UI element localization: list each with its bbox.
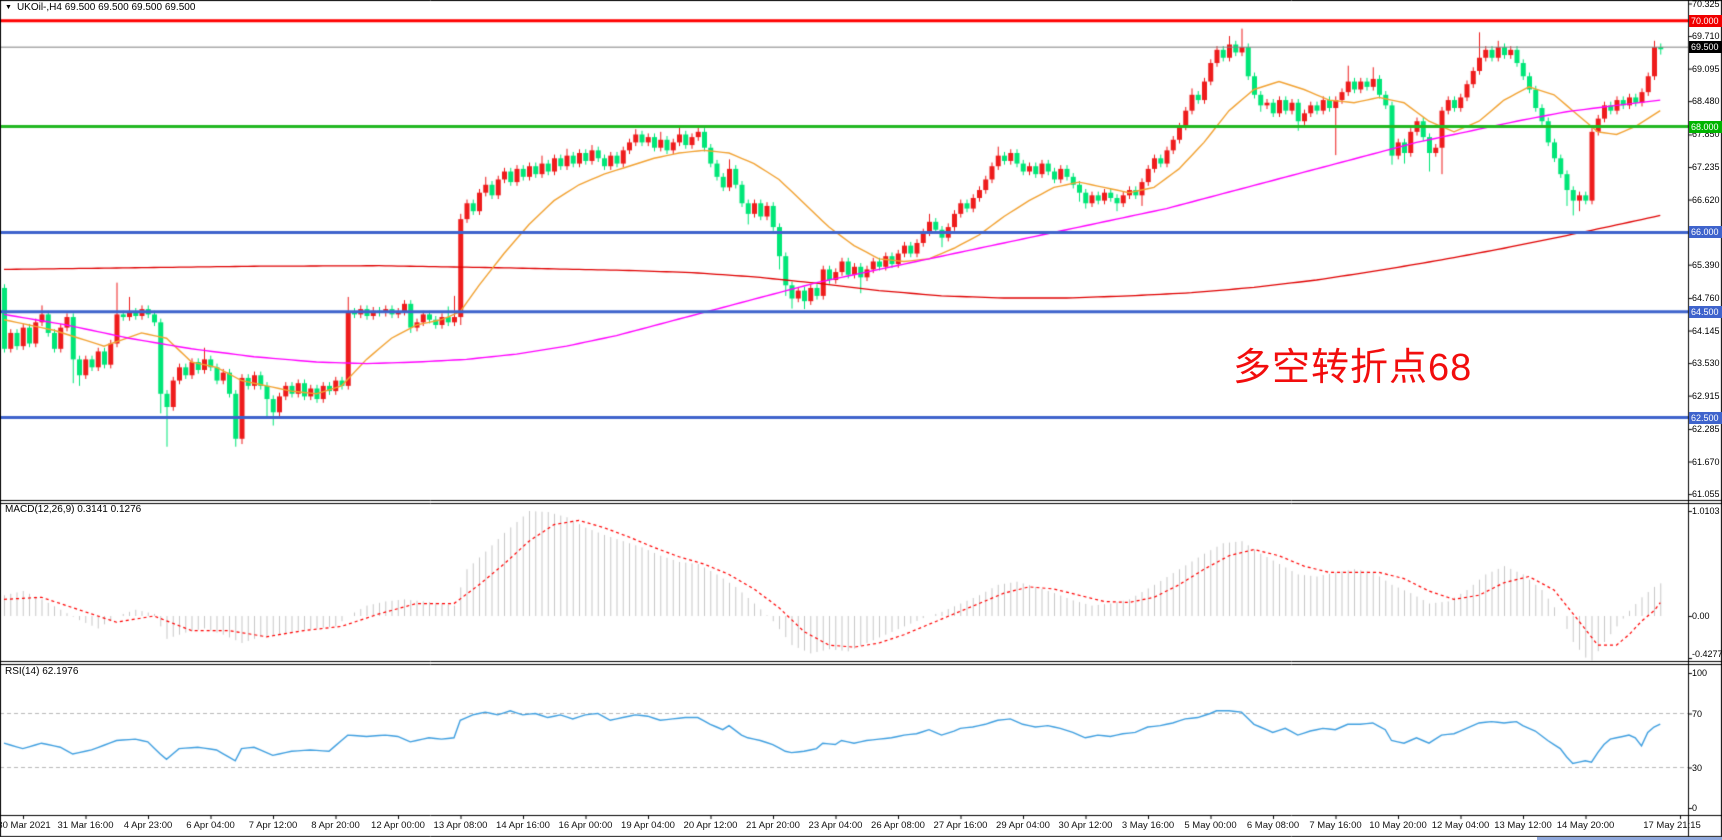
symbol-info-bar: ▼ UKOil-,H4 69.500 69.500 69.500 69.500 [5, 2, 195, 13]
symbol-quote-text: UKOil-,H4 69.500 69.500 69.500 69.500 [16, 2, 196, 13]
chevron-down-icon[interactable]: ▼ [5, 3, 12, 11]
window-bottom-edge [0, 837, 1722, 840]
scrollbar-fragment[interactable] [1537, 837, 1722, 840]
chart-annotation-text[interactable]: 多空转折点68 [1233, 347, 1473, 389]
macd-indicator-label: MACD(12,26,9) 0.3141 0.1276 [5, 504, 142, 515]
rsi-indicator-label: RSI(14) 62.1976 [5, 666, 79, 677]
